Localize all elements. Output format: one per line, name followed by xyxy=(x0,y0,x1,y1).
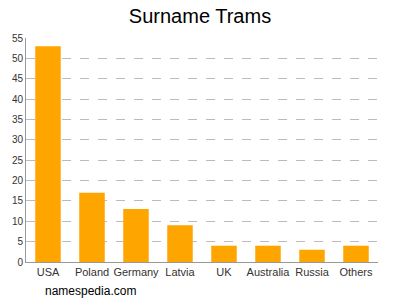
svg-text:Latvia: Latvia xyxy=(165,266,195,278)
svg-text:5: 5 xyxy=(17,236,23,247)
svg-text:USA: USA xyxy=(37,266,60,278)
svg-text:Others: Others xyxy=(339,266,373,278)
svg-text:10: 10 xyxy=(12,216,24,227)
svg-text:35: 35 xyxy=(12,114,24,125)
svg-text:Russia: Russia xyxy=(295,266,330,278)
svg-text:40: 40 xyxy=(12,94,24,105)
svg-text:15: 15 xyxy=(12,195,24,206)
svg-text:30: 30 xyxy=(12,134,24,145)
svg-text:55: 55 xyxy=(12,33,24,44)
svg-text:0: 0 xyxy=(17,257,23,268)
svg-text:Australia: Australia xyxy=(247,266,291,278)
svg-text:45: 45 xyxy=(12,73,24,84)
svg-text:Germany: Germany xyxy=(113,266,159,278)
svg-text:Poland: Poland xyxy=(75,266,109,278)
svg-text:namespedia.com: namespedia.com xyxy=(45,284,136,298)
svg-text:20: 20 xyxy=(12,175,24,186)
svg-text:50: 50 xyxy=(12,53,24,64)
svg-text:25: 25 xyxy=(12,155,24,166)
svg-text:Surname Trams: Surname Trams xyxy=(129,5,271,27)
svg-text:UK: UK xyxy=(216,266,232,278)
